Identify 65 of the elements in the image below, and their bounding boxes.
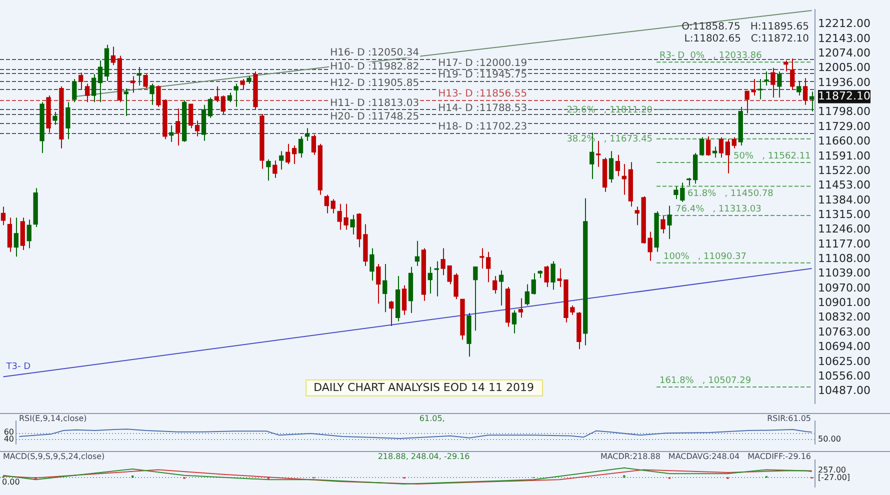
y-tick-label: 60 <box>4 428 14 437</box>
y-tick-label: 10901.00 <box>818 296 870 310</box>
y-tick-label: 11453.00 <box>818 178 870 192</box>
y-tick-label: 10556.00 <box>818 369 870 382</box>
y-tick-label: 10625.00 <box>818 354 870 368</box>
y-tick-label: 12143.00 <box>818 32 870 45</box>
y-tick-label: 11246.00 <box>818 222 870 236</box>
chart-title: MACD(S,9,S,9,S,24,close) <box>3 452 105 462</box>
annotation: H:11895.65 <box>750 22 809 33</box>
y-tick-label: 10832.00 <box>818 310 870 324</box>
chart-title: RSI(E,9,14,close) <box>19 414 87 424</box>
y-tick-label: 11108.00 <box>818 252 870 266</box>
series-label: T3- D <box>5 362 31 372</box>
y-tick-label: 12005.00 <box>818 61 870 74</box>
annotation: 218.88, 248.04, -29.16 <box>378 452 470 462</box>
ref-line-label: H12- D :11905.85 <box>330 78 420 90</box>
y-tick-label: 11660.00 <box>818 134 870 148</box>
y-tick-label: 10970.00 <box>818 281 870 294</box>
annotation: 61.05, <box>419 414 445 424</box>
text: DAILY CHART ANALYSIS EOD 14 11 2019 <box>314 380 534 394</box>
series-label: 100% , 11090.37 <box>664 252 747 262</box>
y-tick-label: 12074.00 <box>818 46 870 60</box>
candlestick <box>240 78 245 91</box>
y-tick-label: 11177.00 <box>818 237 870 250</box>
ref-line-label: H18- D :11702.23 <box>438 121 528 132</box>
annotation: MACDR:218.88 <box>600 452 660 462</box>
y2-tick-label: 257.00 <box>818 466 846 475</box>
y-tick-label: 40 <box>4 434 14 444</box>
annotation: O:11858.75 <box>682 22 740 33</box>
ref-line-label: H17- D :12000.19 <box>438 58 528 69</box>
y-tick-label: 10694.00 <box>818 340 870 354</box>
ref-line-label: H13- D :11856.55 <box>438 88 528 100</box>
annotation: 0.00 <box>2 477 20 486</box>
annotation: C:11872.10 <box>750 34 809 45</box>
series-label: 50% , 11562.11 <box>734 151 811 162</box>
y-tick-label: 11591.00 <box>818 149 870 162</box>
text: 50.00 <box>818 434 841 444</box>
annotation: L:11802.65 <box>684 34 741 45</box>
ref-line-label: H14- D :11788.53 <box>438 102 528 114</box>
ref-line-label: H16- D :12050.34 <box>330 47 420 58</box>
candlestick <box>480 248 484 270</box>
y-tick-label: 11729.00 <box>818 120 870 133</box>
ref-line-label: H10- D :11982.82 <box>330 62 420 73</box>
ref-line-label: H20- D :11748.25 <box>330 112 420 123</box>
annotation: MACDIFF:-29.16 <box>748 452 811 462</box>
series-label: 76.4% , 11313.03 <box>676 204 762 214</box>
candlestick <box>758 78 762 100</box>
y-tick-label: 11936.00 <box>818 76 870 89</box>
y-tick-label: 11039.00 <box>818 266 870 280</box>
y-tick-label: 10763.00 <box>818 325 870 338</box>
y-tick-label: 11315.00 <box>818 208 870 221</box>
ref-line-label: H19- D :11945.75 <box>438 70 528 81</box>
annotation: RSIR:61.05 <box>767 414 811 424</box>
series-label: R3- D 0% , 12033.86 <box>660 51 762 62</box>
y2-tick-label: [-27.00] <box>818 473 850 482</box>
y-tick-label: 12212.00 <box>818 17 870 30</box>
y-tick-label: 11522.00 <box>818 164 870 177</box>
y-tick-label: 11384.00 <box>818 193 870 206</box>
y-tick-label: 11798.00 <box>818 105 870 118</box>
series-label: 161.8% , 10507.29 <box>660 376 752 386</box>
y-tick-label: 11872.10 <box>818 89 870 102</box>
annotation: MACDAVG:248.04 <box>668 452 740 462</box>
series-label: 61.8% , 11450.78 <box>688 189 774 200</box>
y-tick-label: 10487.00 <box>818 384 870 398</box>
ref-line-label: H11- D :11813.03 <box>330 98 420 109</box>
